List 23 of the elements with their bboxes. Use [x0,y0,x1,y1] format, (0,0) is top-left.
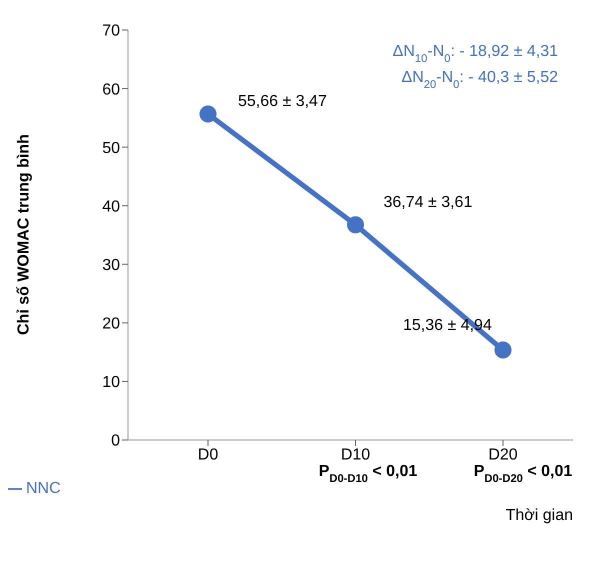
x-tick-label: D20 [488,446,518,464]
y-tick-label: 20 [102,316,120,333]
annotation: 55,66 ± 3,47 [238,92,327,110]
y-tick-label: 50 [102,140,120,157]
text: P$_{D0-D10}$ < 0,01 [318,463,418,485]
y-axis-title: Chỉ số WOMAC trung bình [16,134,33,335]
annotation: 36,74 ± 3,61 [384,194,472,211]
point [200,105,216,122]
y-tick-label: 30 [102,256,120,274]
y-tick-label: 60 [102,81,120,98]
point [347,216,364,234]
annotation: ΔN$_{20}$-N$_{0}$: - 40,3 ± 5,52 [402,69,558,91]
x-tick-label: D10 [340,446,370,464]
y-tick-label: 0 [111,432,120,450]
y-tick-label: 70 [102,22,120,40]
annotation: ΔN$_{10}$-N$_{0}$: - 18,92 ± 4,31 [392,43,558,65]
y-tick-label: 40 [102,198,120,216]
legend-label: NNC [26,480,61,497]
x-axis-title: Thời gian [506,507,573,524]
x-tick-label: D0 [198,446,218,464]
text: P$_{D0-D20}$ < 0,01 [474,463,572,485]
point [494,342,512,359]
y-tick-label: 10 [102,374,120,392]
